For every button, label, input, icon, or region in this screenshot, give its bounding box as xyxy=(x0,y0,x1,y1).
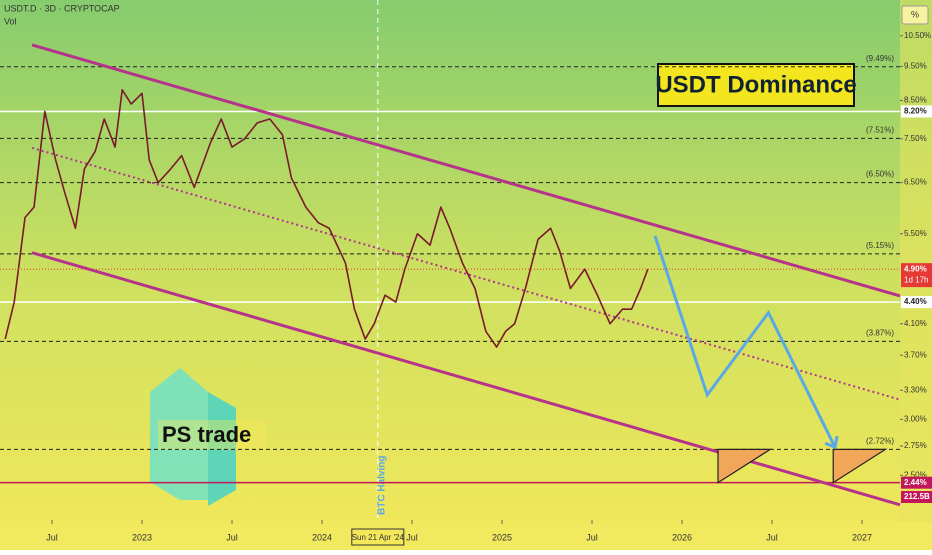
level-label: (5.15%) xyxy=(866,241,894,250)
last-price-label: 4.90% xyxy=(904,264,927,273)
x-tick-label: Jul xyxy=(766,532,778,542)
level-label: (9.49%) xyxy=(866,54,894,63)
x-tick-label: 2027 xyxy=(852,532,872,542)
level-label: (3.87%) xyxy=(866,329,894,338)
symbol: USDT.D · 3D · CRYPTOCAP xyxy=(4,3,120,13)
volume-box xyxy=(901,491,932,503)
y-tick-label: 2.50% xyxy=(904,470,927,479)
y-tick-label: 3.00% xyxy=(904,415,927,424)
y-tick-label: 6.50% xyxy=(904,178,927,187)
event-date-box xyxy=(351,528,405,546)
x-tick-label: Jul xyxy=(586,532,598,542)
watermark: PS trade xyxy=(162,422,251,447)
y-tick-label: 8.50% xyxy=(904,96,927,105)
level-label: 2.44% xyxy=(904,478,927,487)
forecast-arrowhead xyxy=(824,435,839,450)
logo xyxy=(150,368,266,506)
last-price-box xyxy=(901,263,932,288)
channel-line xyxy=(31,251,901,507)
y-tick-label: 3.70% xyxy=(904,350,927,359)
y-tick-label: 3.30% xyxy=(904,385,927,394)
y-tick-label: 10.50% xyxy=(904,31,931,40)
level-box xyxy=(901,105,932,118)
x-tick-label: 2026 xyxy=(672,532,692,542)
y-tick-label: 9.50% xyxy=(904,62,927,71)
event-date: Sun 21 Apr '24 xyxy=(352,533,405,542)
x-tick-label: 2023 xyxy=(132,532,152,542)
level-box xyxy=(901,296,932,309)
pattern xyxy=(717,448,773,484)
y-tick-label: 7.50% xyxy=(904,134,927,143)
forecast-path xyxy=(653,235,837,448)
y-tick-label: 5.50% xyxy=(904,229,927,238)
level-label: 4.40% xyxy=(904,297,927,306)
pattern xyxy=(832,448,888,484)
x-tick-label: 2024 xyxy=(312,532,332,542)
chart-title: USDT Dominance xyxy=(655,71,856,98)
time-axis xyxy=(0,522,932,550)
y-tick-label: 2.75% xyxy=(904,441,927,450)
y-tick-label: 4.10% xyxy=(904,319,927,328)
level-label: (7.51%) xyxy=(866,125,894,134)
axis-unit: % xyxy=(911,9,919,19)
x-tick-label: 2025 xyxy=(492,532,512,542)
countdown: 1d 17h xyxy=(904,275,928,284)
title-box xyxy=(657,63,855,107)
channel-line xyxy=(31,43,901,298)
level-label: (6.50%) xyxy=(866,170,894,179)
event-label: BTC Halving xyxy=(376,456,387,515)
x-tick-label: Jul xyxy=(46,532,58,542)
price-axis xyxy=(900,0,932,522)
axis-unit-box xyxy=(901,5,929,25)
x-tick-label: Jul xyxy=(226,532,238,542)
level-label: 8.20% xyxy=(904,107,927,116)
volume-title: Vol xyxy=(4,16,17,26)
level-label: (2.72%) xyxy=(866,437,894,446)
channel-line xyxy=(31,146,901,401)
volume-last: 212.5B xyxy=(904,492,930,501)
level-box xyxy=(901,476,932,489)
price-line xyxy=(4,89,649,348)
x-tick-label: Jul xyxy=(406,532,418,542)
